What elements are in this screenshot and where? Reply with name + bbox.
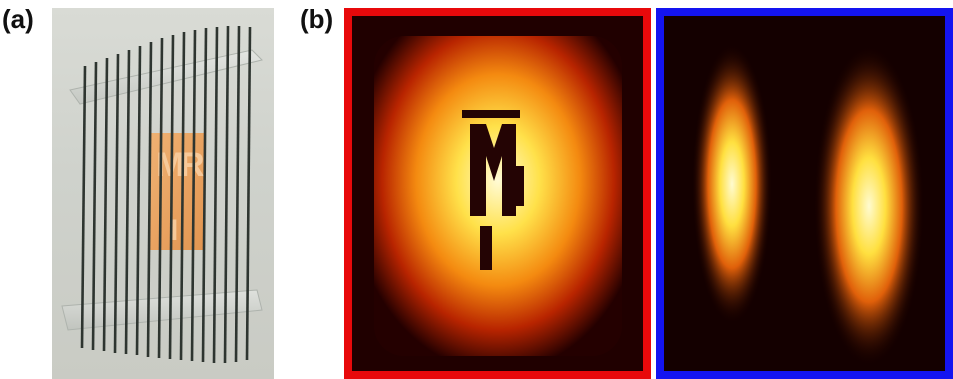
- phantom-photo-drawing: M R I: [61, 25, 263, 364]
- phantom-letter-i: I: [170, 214, 178, 247]
- mri-image-wires: [664, 16, 945, 371]
- signal-blob-left: [692, 44, 772, 324]
- panel-label-a: (a): [2, 4, 34, 34]
- wire-array: [80, 25, 252, 364]
- signal-blob-right: [814, 46, 924, 366]
- phantom-photo: M R I: [52, 8, 274, 379]
- panel-label-b: (b): [300, 4, 334, 34]
- mri-image-red-frame: [344, 8, 651, 379]
- top-plate: [69, 49, 263, 105]
- mri-image-letters: [352, 16, 643, 371]
- signal-void-letters: [462, 110, 524, 270]
- mri-image-blue-frame: [656, 8, 953, 379]
